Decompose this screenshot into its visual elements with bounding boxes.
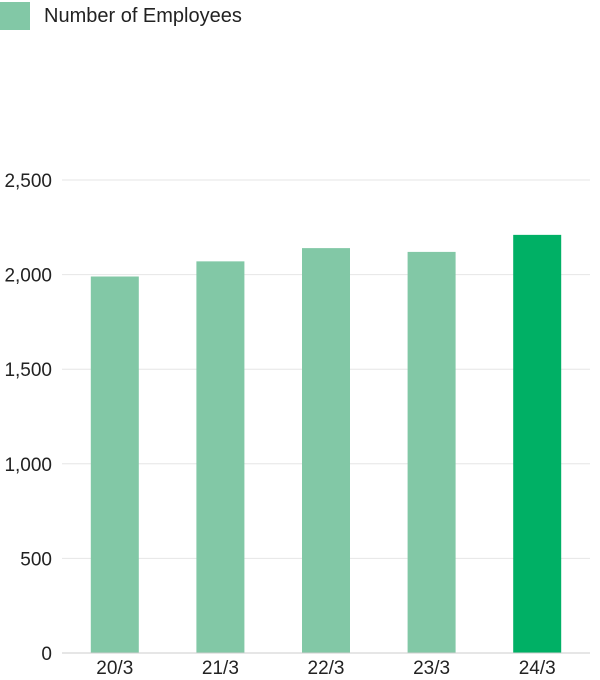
x-tick-label: 22/3: [308, 658, 345, 679]
x-tick-label: 21/3: [202, 658, 239, 679]
bars: [90, 234, 562, 654]
y-tick-label: 500: [20, 549, 52, 570]
x-tick-label: 24/3: [519, 658, 556, 679]
axes: 0 500 1,000 1,500 2,000 2,500 20/3 21/3 22/3 23/3…: [4, 171, 590, 679]
bar: [90, 276, 139, 653]
y-tick-label: 1,000: [4, 455, 52, 476]
x-tick-label: 23/3: [413, 658, 450, 679]
bar: [196, 261, 245, 653]
y-tick-label: 2,500: [4, 171, 52, 192]
bar-highlighted: [513, 234, 562, 654]
y-tick-label: 0: [41, 644, 52, 665]
bar: [407, 251, 456, 653]
legend-label: Number of Employees: [44, 4, 242, 27]
x-tick-label: 20/3: [96, 658, 133, 679]
y-tick-label: 1,500: [4, 360, 52, 381]
legend-swatch: [0, 2, 30, 30]
chart-legend: Number of Employees: [0, 2, 242, 30]
y-tick-label: 2,000: [4, 266, 52, 287]
bar: [302, 248, 350, 653]
